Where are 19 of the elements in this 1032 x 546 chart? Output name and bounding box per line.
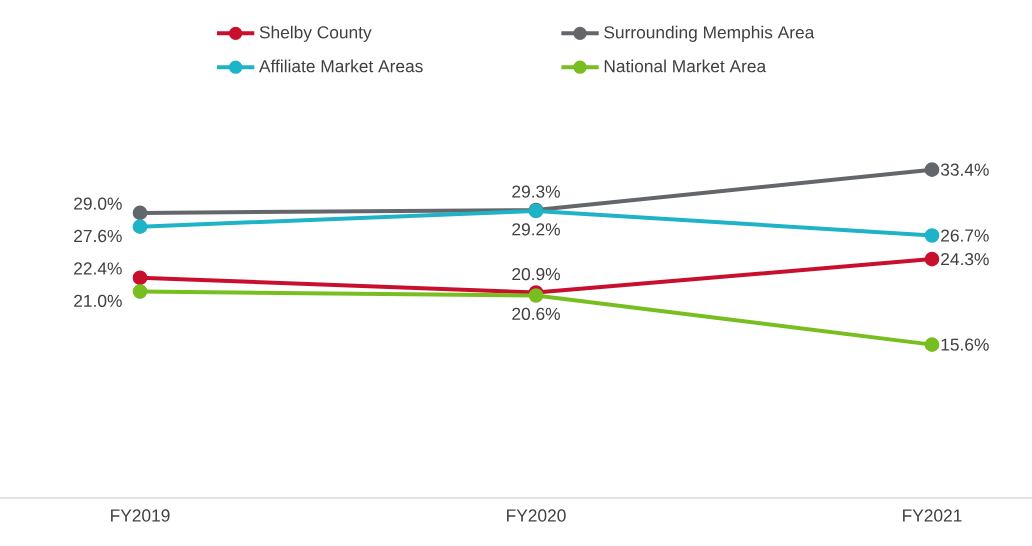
legend-label: Shelby County: [259, 25, 372, 42]
data-label: 24.3%: [941, 252, 989, 266]
data-label: 20.6%: [512, 307, 560, 321]
legend-label: Affiliate Market Areas: [259, 59, 423, 73]
x-tick-label: FY2021: [903, 509, 962, 522]
x-tick-label: FY2020: [507, 509, 566, 522]
data-label: 22.4%: [74, 262, 122, 275]
data-label: 29.2%: [512, 223, 560, 236]
data-label: 29.0%: [74, 197, 122, 210]
data-label: 33.4%: [940, 163, 989, 176]
x-tick-label: FY2019: [111, 509, 170, 522]
legend-label: Surrounding Memphis Area: [604, 25, 815, 42]
data-label: 26.7%: [941, 229, 989, 242]
data-label: 21.0%: [74, 294, 122, 308]
legend-label: National Market Area: [604, 59, 767, 73]
data-label: 29.3%: [512, 185, 560, 198]
data-label: 20.9%: [512, 267, 560, 281]
data-label: 15.6%: [941, 338, 989, 351]
data-label: 27.6%: [74, 229, 122, 243]
